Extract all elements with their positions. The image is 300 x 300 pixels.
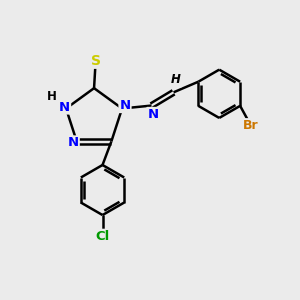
Text: N: N	[147, 108, 158, 121]
Text: Br: Br	[243, 119, 258, 132]
Text: N: N	[59, 100, 70, 113]
Text: H: H	[47, 90, 57, 103]
Text: H: H	[171, 74, 181, 86]
Text: N: N	[68, 136, 79, 149]
Text: h: h	[172, 74, 181, 86]
Text: Cl: Cl	[95, 230, 110, 243]
Text: N: N	[119, 99, 130, 112]
Text: S: S	[91, 54, 100, 68]
